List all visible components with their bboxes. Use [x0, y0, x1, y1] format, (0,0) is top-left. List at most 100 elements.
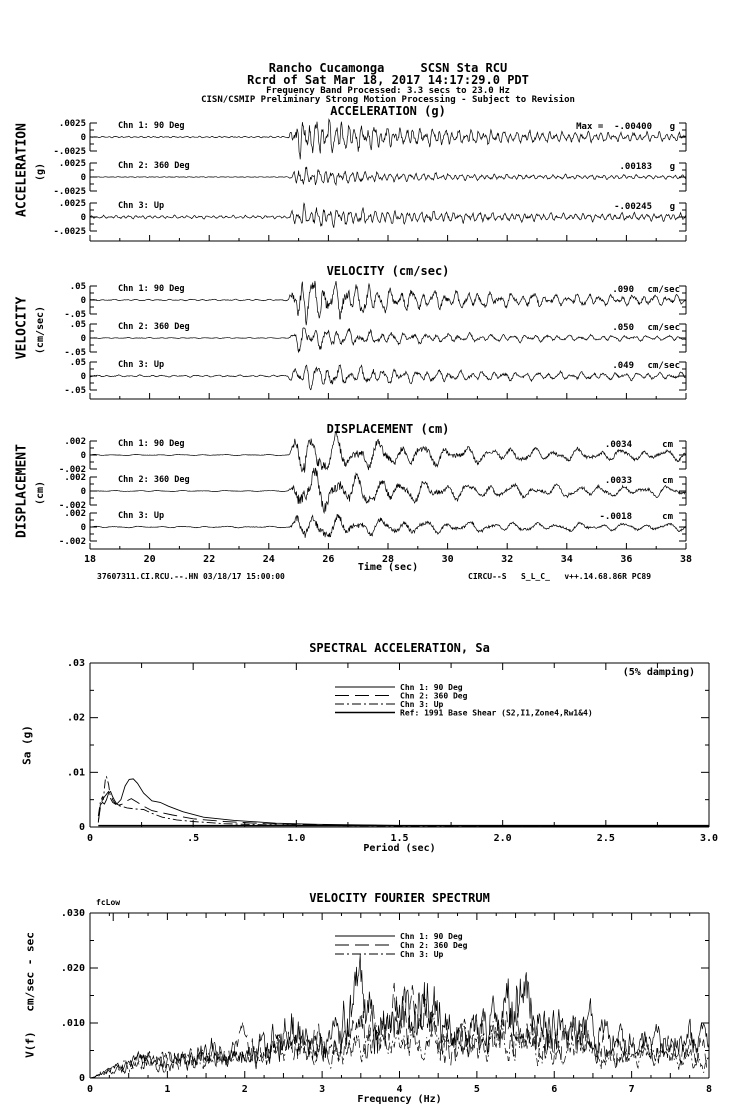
fourier-xtick-label: 5	[474, 1084, 480, 1095]
velocity-axis-unit: (cm/sec)	[35, 305, 46, 355]
sa-y-axis-label: Sa (g)	[20, 725, 34, 765]
header-notice-line: CISN/CSMIP Preliminary Strong Motion Pro…	[201, 95, 575, 105]
ytick-label: -.002	[59, 501, 86, 511]
time-tick-label: 36	[620, 554, 632, 565]
channel-label: Chn 2: 360 Deg	[118, 322, 190, 332]
waveform-trace	[89, 467, 687, 515]
sa-ytick-label: .02	[67, 713, 85, 724]
fourier-ytick-label: .020	[61, 963, 85, 974]
peak-value-label: Max = -.00400	[576, 122, 652, 132]
legend-label: Chn 1: 90 Deg	[400, 932, 463, 941]
fourier-xtick-label: 4	[396, 1084, 402, 1095]
legend-label: Chn 1: 90 Deg	[400, 683, 463, 692]
peak-value-label: .0033	[605, 476, 632, 486]
peak-value-label: .090	[612, 285, 634, 295]
fourier-ytick-label: .010	[61, 1018, 85, 1029]
sa-xtick-label: 1.5	[390, 833, 408, 844]
peak-value-label: .050	[612, 323, 634, 333]
acceleration-axis-label: ACCELERATION	[14, 123, 30, 217]
sa-xtick-label: 3.0	[700, 833, 718, 844]
ytick-label: 0	[81, 334, 86, 344]
peak-value-label: .049	[612, 361, 634, 371]
ytick-label: .002	[64, 473, 86, 483]
legend-label: Ref: 1991 Base Shear (S2,I1,Zone4,Rw1&4)	[400, 709, 593, 718]
fourier-plot-title: VELOCITY FOURIER SPECTRUM	[309, 891, 490, 905]
peak-unit-label: cm	[662, 440, 673, 450]
header-record-line: Rcrd of Sat Mar 18, 2017 14:17:29.0 PDT	[247, 73, 529, 87]
frequency-axis-label: Frequency (Hz)	[357, 1094, 442, 1105]
waveform-trace	[89, 364, 687, 391]
channel-label: Chn 2: 360 Deg	[118, 475, 190, 485]
time-tick-label: 28	[382, 554, 394, 565]
displacement-axis-label: DISPLACEMENT	[14, 444, 30, 538]
channel-label: Chn 1: 90 Deg	[118, 439, 185, 449]
peak-unit-label: cm/sec	[647, 323, 680, 333]
peak-value-label: -.00245	[614, 202, 652, 212]
legend-label: Chn 2: 360 Deg	[400, 941, 468, 950]
time-tick-label: 20	[144, 554, 156, 565]
time-tick-label: 18	[84, 554, 96, 565]
sa-xtick-label: .5	[187, 833, 199, 844]
header-band-line: Frequency Band Processed: 3.3 secs to 23…	[266, 86, 510, 96]
fourier-xtick-label: 8	[706, 1084, 712, 1095]
sa-xtick-label: 2.0	[494, 833, 512, 844]
waveform-trace	[90, 327, 687, 354]
legend-label: Chn 2: 360 Deg	[400, 692, 468, 701]
fourier-xtick-label: 0	[87, 1084, 93, 1095]
channel-label: Chn 3: Up	[118, 360, 164, 370]
waveform-trace	[89, 166, 687, 187]
peak-value-label: .00183	[619, 162, 652, 172]
ytick-label: .002	[64, 509, 86, 519]
time-tick-label: 32	[501, 554, 513, 565]
peak-unit-label: cm/sec	[647, 361, 680, 371]
waveform-trace	[89, 280, 687, 326]
ytick-label: -.002	[59, 537, 86, 547]
channel-label: Chn 3: Up	[118, 511, 164, 521]
sa-plot-title: SPECTRAL ACCELERATION, Sa	[309, 641, 490, 655]
ytick-label: -.05	[64, 310, 86, 320]
waveform-trace	[90, 430, 687, 473]
fourier-xtick-label: 7	[629, 1084, 635, 1095]
channel-label: Chn 3: Up	[118, 201, 164, 211]
ytick-label: -.0025	[53, 187, 86, 197]
acceleration-section-title: ACCELERATION (g)	[330, 104, 446, 118]
time-tick-label: 38	[680, 554, 692, 565]
displacement-section-title: DISPLACEMENT (cm)	[326, 422, 450, 436]
sa-xtick-label: 0	[87, 833, 93, 844]
peak-unit-label: cm/sec	[647, 285, 680, 295]
ytick-label: 0	[81, 487, 86, 497]
sa-xtick-label: 2.5	[597, 833, 615, 844]
ytick-label: 0	[81, 451, 86, 461]
ytick-label: 0	[81, 213, 86, 223]
time-tick-label: 34	[561, 554, 573, 565]
fourier-xtick-label: 1	[164, 1084, 170, 1095]
peak-value-label: -.0018	[599, 512, 632, 522]
fourier-trace	[89, 1017, 710, 1079]
fourier-ytick-label: 0	[79, 1073, 85, 1084]
channel-label: Chn 2: 360 Deg	[118, 161, 190, 171]
velocity-axis-label: VELOCITY	[14, 296, 30, 360]
waveform-trace	[89, 118, 687, 160]
channel-label: Chn 1: 90 Deg	[118, 121, 185, 131]
header-station-line: Rancho Cucamonga SCSN Sta RCU	[268, 61, 508, 75]
acceleration-axis-unit: (g)	[35, 162, 46, 182]
time-axis-label: Time (sec)	[357, 562, 419, 573]
legend-label: Chn 3: Up	[400, 700, 444, 709]
fc-low-marker-label: fcLow	[96, 898, 121, 907]
channel-label: Chn 1: 90 Deg	[118, 284, 185, 294]
period-axis-label: Period (sec)	[363, 843, 436, 854]
sa-curve	[97, 790, 710, 827]
waveform-trace	[89, 202, 687, 228]
ytick-label: -.05	[64, 348, 86, 358]
time-tick-label: 24	[263, 554, 275, 565]
ytick-label: .05	[70, 320, 86, 330]
fourier-xtick-label: 6	[551, 1084, 557, 1095]
time-tick-label: 26	[322, 554, 334, 565]
ytick-label: .0025	[59, 159, 86, 169]
waveform-trace	[90, 513, 687, 538]
sa-curve	[97, 775, 710, 828]
fourier-xtick-label: 3	[319, 1084, 325, 1095]
ytick-label: .002	[64, 437, 86, 447]
